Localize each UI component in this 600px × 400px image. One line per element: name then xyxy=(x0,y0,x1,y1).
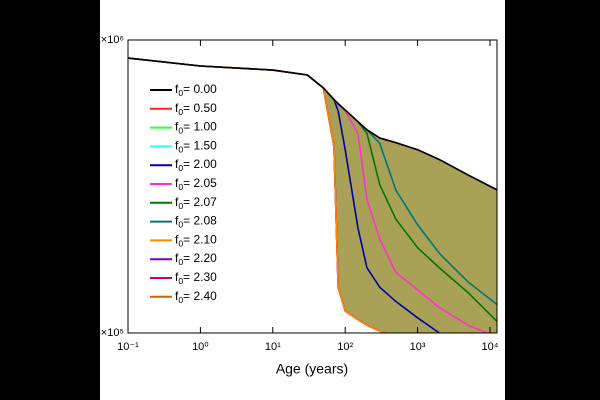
legend-label: f0= 1.50 xyxy=(175,139,217,155)
x-tick-label: 10⁰ xyxy=(192,341,209,353)
fill-region xyxy=(128,58,497,333)
axes-frame xyxy=(127,39,498,334)
series-line xyxy=(128,57,497,191)
plot-area xyxy=(128,57,497,333)
x-axis-label: Age (years) xyxy=(276,361,348,377)
legend-label: f0= 2.30 xyxy=(175,270,217,286)
legend-label: f0= 1.00 xyxy=(175,120,217,136)
x-tick-label: 10¹ xyxy=(265,341,281,353)
legend-label: f0= 2.40 xyxy=(175,289,217,305)
legend-label: f0= 2.07 xyxy=(175,195,217,211)
x-tick-label: 10² xyxy=(337,341,353,353)
y-tick-label: 4.1×10⁶ xyxy=(86,34,124,46)
y-axis-label: TS(K) xyxy=(81,169,100,203)
x-tick-label: 10⁴ xyxy=(481,341,498,353)
x-tick-label: 10⁻¹ xyxy=(117,341,139,353)
legend-label: f0= 2.00 xyxy=(175,157,217,173)
legend-label: f0= 2.20 xyxy=(175,251,217,267)
legend-label: f0= 2.08 xyxy=(175,214,217,230)
legend-label: f0= 0.00 xyxy=(175,82,217,98)
legend-label: f0= 0.50 xyxy=(175,101,217,117)
y-tick-label: 2.6×10⁵ xyxy=(85,327,124,339)
x-tick-label: 10³ xyxy=(410,341,426,353)
legend-label: f0= 2.05 xyxy=(175,176,217,192)
legend-label: f0= 2.10 xyxy=(175,233,217,249)
